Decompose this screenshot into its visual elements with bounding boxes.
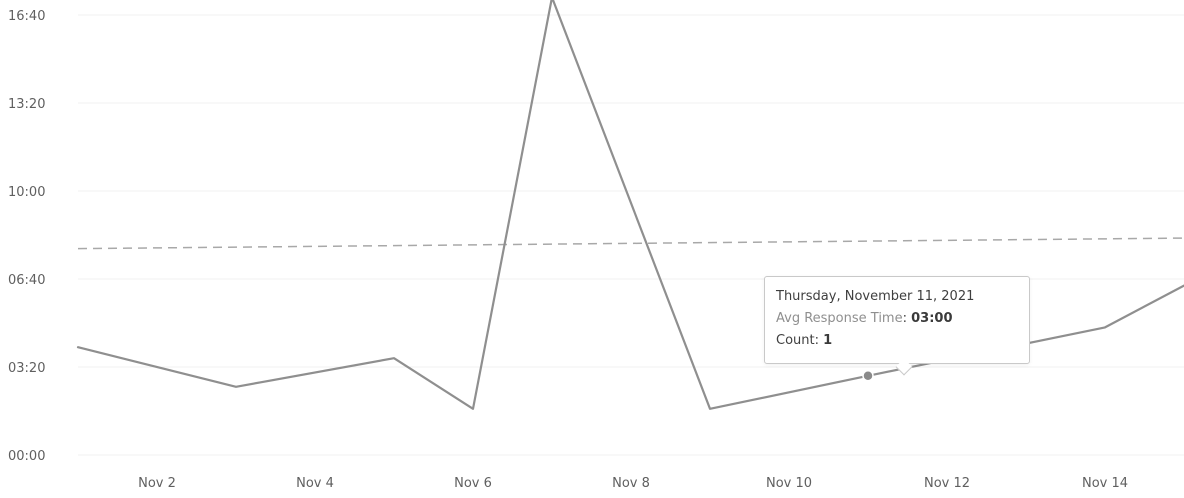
average-line-group [77, 237, 1184, 250]
hover-marker-group [862, 370, 874, 382]
x-tick-label: Nov 2 [138, 476, 176, 491]
tooltip-avg-response-colon: : [902, 311, 912, 326]
y-tick-label: 00:00 [8, 449, 45, 464]
y-tick-label: 10:00 [8, 185, 45, 200]
y-tick-label: 03:20 [8, 361, 45, 376]
tooltip-avg-response-value: 03:00 [911, 311, 953, 326]
x-tick-label: Nov 8 [612, 476, 650, 491]
tooltip-count-row: Count: 1 [776, 330, 1019, 352]
x-tick-label: Nov 4 [296, 476, 334, 491]
tooltip-count-value: 1 [823, 333, 833, 348]
x-tick-label: Nov 6 [454, 476, 492, 491]
tooltip-date: Thursday, November 11, 2021 [776, 289, 975, 304]
x-tick-label: Nov 10 [766, 476, 812, 491]
x-axis-ticks: Nov 2 Nov 4 Nov 6 Nov 8 Nov 10 Nov 12 Nov 14 [138, 476, 1128, 491]
tooltip-count-colon: : [814, 333, 824, 348]
y-tick-label: 13:20 [8, 97, 45, 112]
tooltip-avg-response-row: Avg Response Time: 03:00 [776, 308, 1019, 330]
x-tick-label: Nov 12 [924, 476, 970, 491]
tooltip-count-label: Count [776, 333, 815, 348]
x-tick-label: Nov 14 [1082, 476, 1128, 491]
data-tooltip: Thursday, November 11, 2021 Avg Response… [764, 276, 1030, 364]
y-axis-ticks: 00:00 03:20 06:40 10:00 13:20 16:40 [8, 9, 45, 464]
tooltip-avg-response-label: Avg Response Time [776, 311, 903, 326]
y-tick-label: 16:40 [8, 9, 45, 24]
grid [78, 14, 1184, 456]
selected-data-point[interactable] [862, 370, 874, 382]
average-response-line [77, 237, 1184, 250]
y-tick-label: 06:40 [8, 273, 45, 288]
